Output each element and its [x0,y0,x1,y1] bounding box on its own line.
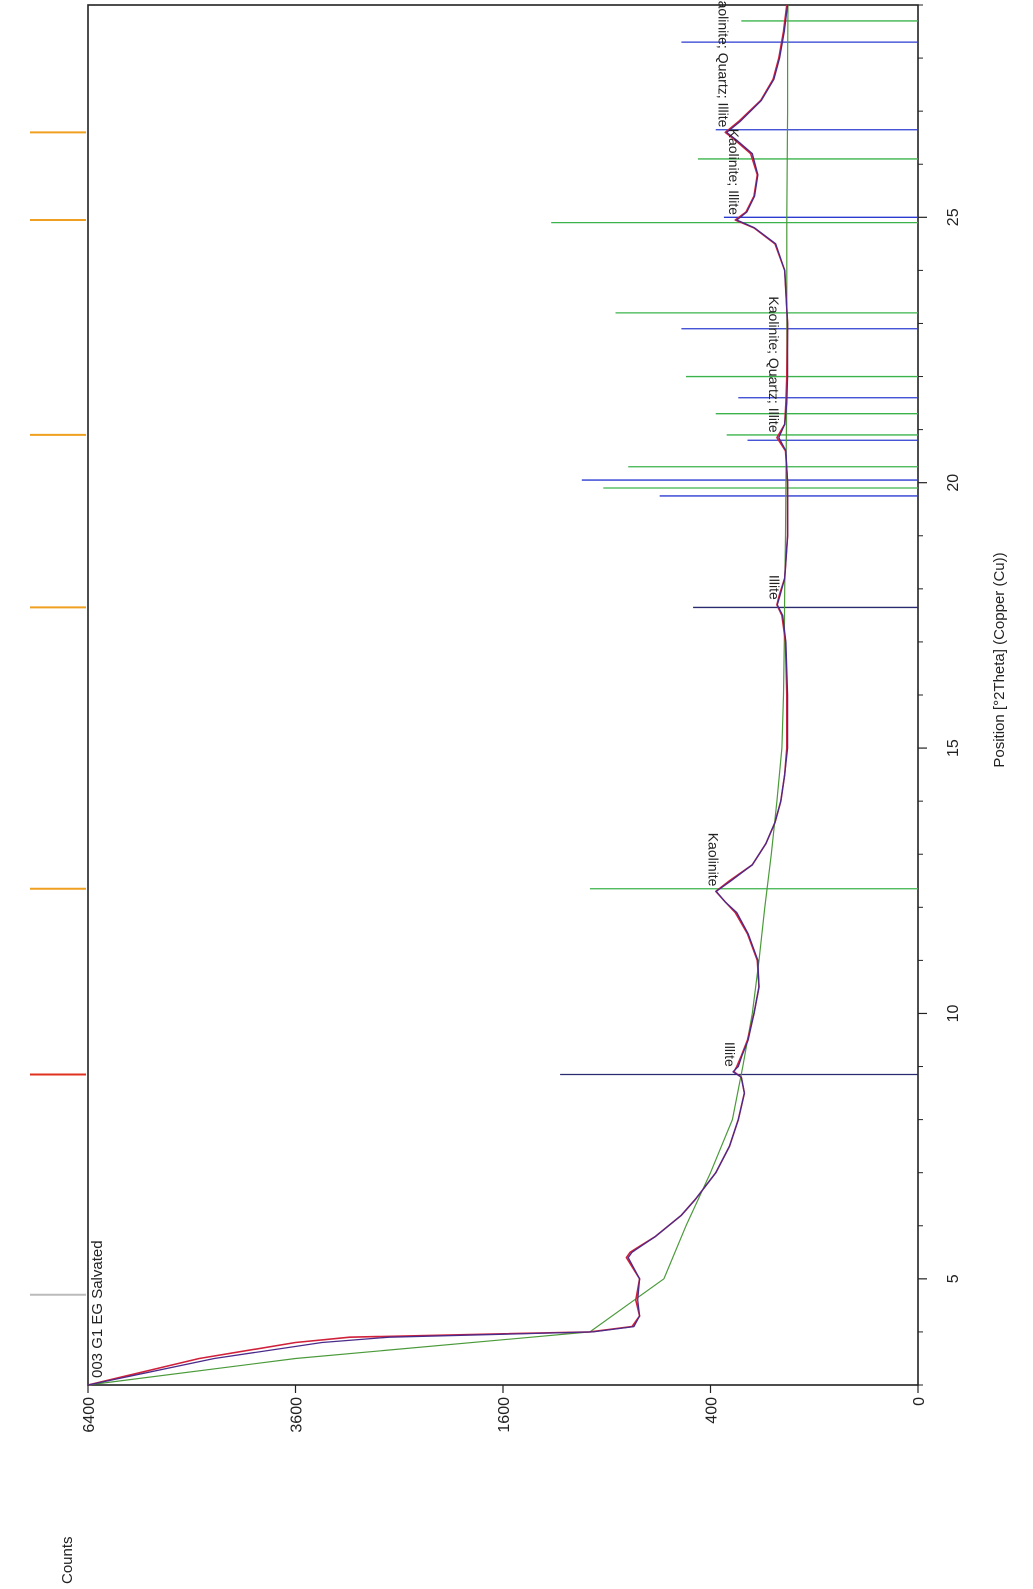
peak-label-3: Kaolinite; Quartz; Illite [766,296,782,432]
peak-labels: Illite Kaolinite Illite Kaolinite; Quartz; … [705,0,782,1067]
top-markers [30,131,86,1296]
x-axis-label: Position [°2Theta] (Copper (Cu)) [991,552,1008,767]
sample-label: 003 G1 EG Salvated [89,1240,106,1378]
series-layer [87,4,789,1386]
calculated-line [87,4,789,1386]
y-tick-label-1: 400 [704,1397,721,1424]
y-tick-label-0: 0 [911,1397,928,1406]
peak-label-4: Kaolinite; Illite [726,129,742,216]
y-axis-ticks: 0 400 1600 3600 6400 [81,1385,928,1433]
x-tick-label-0: 5 [945,1274,962,1283]
plot-frame [87,4,919,1386]
y-axis-label: Counts [59,1536,76,1584]
x-tick-label-1: 10 [945,1005,962,1023]
peak-label-0: Illite [722,1042,738,1067]
peak-label-5: Kaolinite; Quartz; Illite [716,0,732,128]
x-tick-label-2: 15 [945,739,962,757]
y-tick-label-2: 1600 [496,1397,513,1433]
y-tick-label-3: 3600 [289,1397,306,1433]
peak-label-1: Kaolinite [705,833,721,887]
peak-label-2: Illite [766,575,782,600]
background-line [87,4,789,1386]
x-axis-ticks: 5 10 15 20 25 [918,4,962,1386]
x-tick-label-3: 20 [945,474,962,492]
reference-sticks [551,20,918,1076]
x-tick-label-4: 25 [945,208,962,226]
y-tick-label-4: 6400 [81,1397,98,1433]
